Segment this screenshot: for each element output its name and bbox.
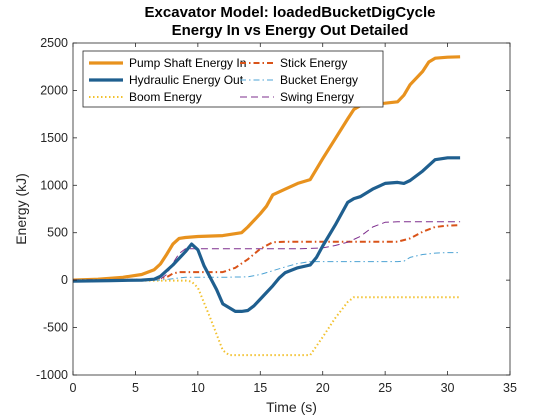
legend-label-swing-energy: Swing Energy: [280, 90, 354, 104]
legend-label-pump-shaft-energy-in: Pump Shaft Energy In: [129, 56, 246, 70]
x-tick-label: 35: [503, 381, 517, 395]
chart-title: Excavator Model: loadedBucketDigCycle: [145, 4, 436, 21]
plot-frame: [72, 42, 511, 376]
tick-layer: 0 5 10 15 20 25 30 35 -1000 -500 0 500 1000 1500 2000 2…: [36, 36, 517, 395]
y-tick-label: 500: [47, 226, 68, 240]
x-tick-label: 30: [441, 381, 455, 395]
legend-label-bucket-energy: Bucket Energy: [280, 73, 358, 87]
y-tick-label: 2000: [40, 83, 68, 97]
series-layer: [72, 55, 461, 357]
legend-label-stick-energy: Stick Energy: [280, 56, 347, 70]
x-axis-label: Time (s): [266, 399, 317, 415]
legend-items: Pump Shaft Energy In Hydraulic Energy Out…: [89, 56, 358, 104]
legend: Pump Shaft Energy In Hydraulic Energy Out…: [82, 50, 384, 108]
legend-box: [82, 50, 384, 108]
y-tick-label: 1500: [40, 131, 68, 145]
x-tick-label: 15: [253, 381, 267, 395]
y-tick-label: 1000: [40, 178, 68, 192]
series-line-hydraulic-energy-out: [72, 156, 461, 313]
legend-label-boom-energy: Boom Energy: [129, 90, 202, 104]
x-tick-label: 10: [191, 381, 205, 395]
x-tick-label: 5: [132, 381, 139, 395]
x-tick-label: 20: [316, 381, 330, 395]
series-line-pump-shaft-energy-in: [72, 55, 461, 282]
x-tick-label: 25: [378, 381, 392, 395]
chart-subtitle: Energy In vs Energy Out Detailed: [172, 22, 409, 39]
series-line-bucket-energy: [73, 252, 461, 281]
legend-label-hydraulic-energy-out: Hydraulic Energy Out: [129, 73, 244, 87]
y-tick-label: 0: [61, 273, 68, 287]
x-tick-label: 0: [70, 381, 77, 395]
y-axis-label: Energy (kJ): [13, 173, 29, 245]
y-tick-label: -1000: [36, 368, 68, 382]
y-tick-label: 2500: [40, 36, 68, 50]
y-tick-label: -500: [43, 321, 68, 335]
